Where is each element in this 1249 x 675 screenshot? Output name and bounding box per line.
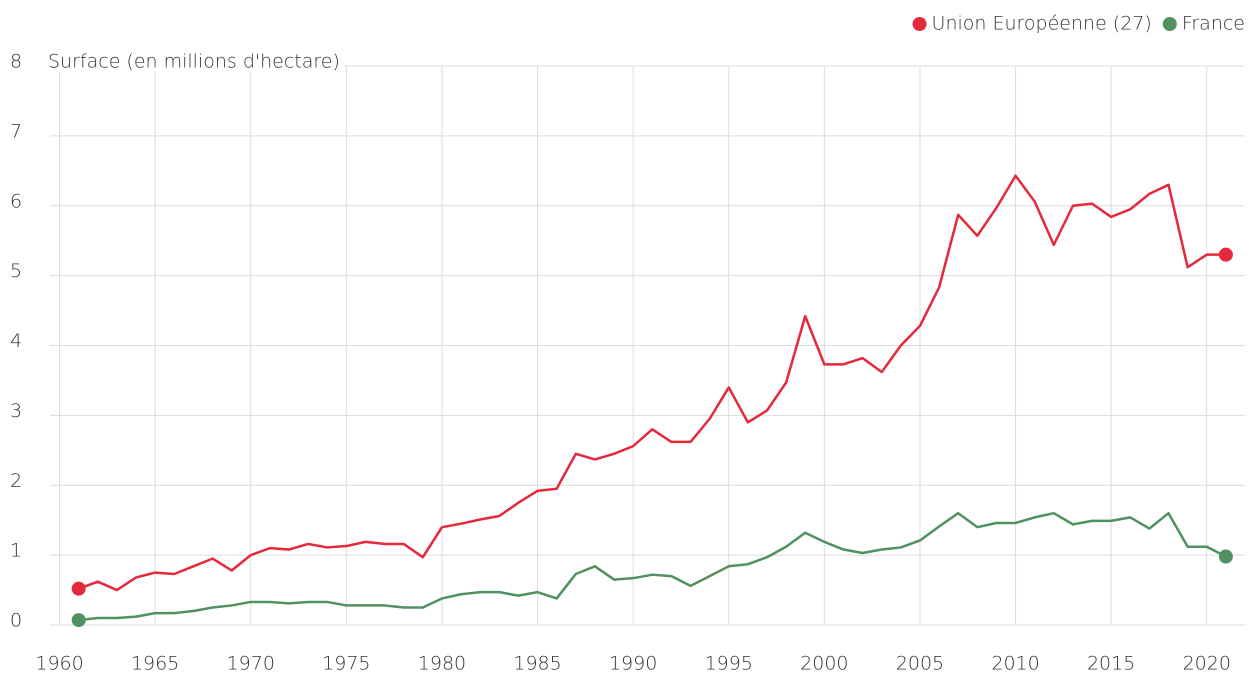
x-tick-label: 1980 xyxy=(418,653,466,675)
y-tick-label: 2 xyxy=(10,470,22,492)
x-tick-label: 1965 xyxy=(131,653,179,675)
y-tick-label: 7 xyxy=(10,120,22,142)
y-tick-label: 5 xyxy=(10,260,22,282)
x-tick-label: 1970 xyxy=(227,653,275,675)
y-tick-label: 3 xyxy=(10,400,22,422)
legend-marker xyxy=(1162,17,1177,31)
series-line xyxy=(78,174,1226,592)
y-axis-label: Surface (en millions d'hectare) xyxy=(48,51,340,73)
x-tick-label: 1985 xyxy=(513,653,561,675)
x-tick-label: 2015 xyxy=(1087,653,1135,675)
series-line xyxy=(78,511,1227,622)
x-tick-label: 2000 xyxy=(800,653,848,675)
y-tick-label: 8 xyxy=(10,51,22,73)
y-tick-label: 1 xyxy=(10,540,22,562)
legend-marker xyxy=(912,17,927,31)
x-tick-label: 1975 xyxy=(322,653,370,675)
x-tick-label: 2005 xyxy=(896,653,944,675)
legend-label: France xyxy=(1182,13,1245,35)
legend-label: Union Européenne (27) xyxy=(932,13,1152,35)
x-tick-label: 2010 xyxy=(991,653,1039,675)
x-tick-label: 1995 xyxy=(705,653,753,675)
y-tick-label: 6 xyxy=(10,190,22,212)
end-dot xyxy=(71,581,86,596)
y-tick-label: 0 xyxy=(10,610,22,632)
x-tick-label: 2020 xyxy=(1183,653,1231,675)
y-tick-label: 4 xyxy=(10,330,22,352)
end-dot xyxy=(1218,549,1233,564)
x-tick-label: 1960 xyxy=(35,653,83,675)
x-tick-label: 1990 xyxy=(609,653,657,675)
end-dot xyxy=(1218,247,1233,262)
y-axis-label-bg xyxy=(46,50,344,73)
end-dot xyxy=(71,613,86,628)
